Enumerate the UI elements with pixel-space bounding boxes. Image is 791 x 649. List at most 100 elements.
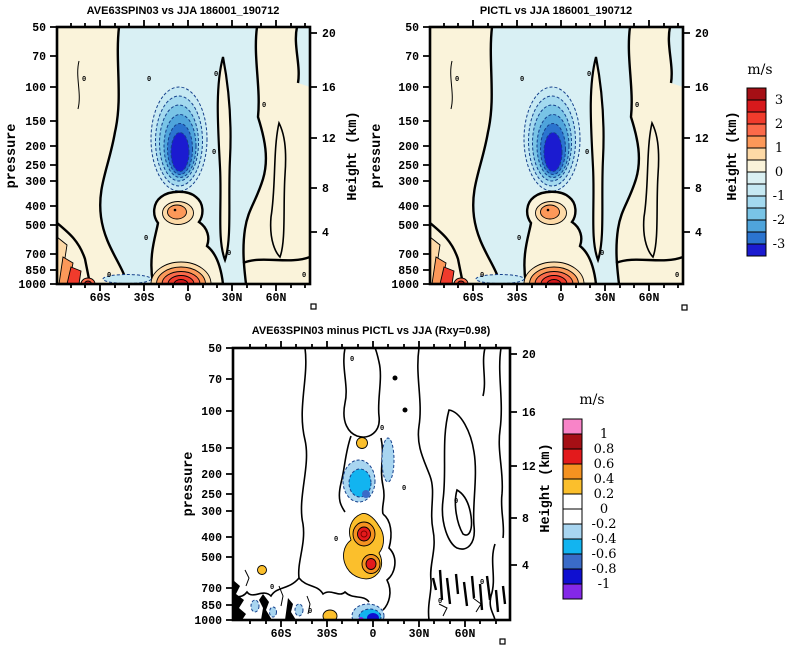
pressure-tick-label: 400 [398,201,419,214]
height-tick-label: 4 [522,560,529,573]
colorbar-swatch [562,478,583,495]
panel-top-left-title: AVE63SPIN03 vs JJA 186001_190712 [87,5,280,17]
small-positive-spot [356,437,368,449]
lat-tick-label: 30S [317,628,338,641]
surface-negative-blob [351,603,385,620]
pressure-tick-label: 700 [398,249,419,262]
pressure-tick-label: 300 [25,176,46,189]
colorbar-swatch [562,448,583,465]
colorbar-swatch [746,195,767,209]
pressure-tick-label: 1000 [18,279,46,292]
height-tick-label: 12 [695,133,709,146]
pale-negative-lens [381,437,395,483]
height-tick-label: 16 [695,82,709,95]
colorbar-bottom-label: -0.4 [591,532,616,547]
lat-tick-label: 0 [370,628,377,641]
positive-difference-complex [343,513,384,580]
negative-difference-blob [342,459,376,503]
pressure-tick-label: 500 [398,220,419,233]
pressure-tick-label: 50 [405,22,419,35]
pressure-tick-label: 400 [201,532,222,545]
pressure-tick-label: 70 [405,51,419,64]
height-tick-label: 20 [522,349,536,362]
lat-tick-label: 60N [639,292,660,305]
colorbar-swatch [562,523,583,540]
pressure-tick-label: 100 [398,82,419,95]
noisy-surface-region-left [233,569,311,620]
colorbar-swatch [746,219,767,233]
height-tick-labels: 20 16 12 8 4 [695,28,709,240]
lat-tick-label: 30S [134,292,155,305]
pressure-tick-label: 200 [201,469,222,482]
svg-text:0: 0 [438,598,442,606]
panel-bottom-title: AVE63SPIN03 minus PICTL vs JJA (Rxy=0.98… [252,325,491,337]
pressure-tick-label: 300 [398,176,419,189]
lat-tick-label: 30N [409,628,430,641]
height-tick-label: 4 [322,227,329,240]
pressure-tick-label: 1000 [194,615,222,628]
colorbar-top-label: 3 [775,93,783,108]
colorbar-swatch [746,135,767,149]
pressure-tick-label: 250 [201,489,222,502]
lat-tick-label: 0 [185,292,192,305]
colorbar-swatch [562,508,583,525]
colorbar-top-label: 0 [775,165,783,180]
pressure-tick-label: 150 [398,116,419,129]
colorbar-swatch [746,183,767,197]
colorbar-bottom-label: 0 [600,502,608,517]
pressure-tick-label: 200 [25,141,46,154]
svg-text:0: 0 [454,498,458,506]
height-tick-label: 4 [695,227,702,240]
lat-tick-labels: 60S 30S 0 30N 60N [90,292,287,305]
height-tick-label: 16 [522,407,536,420]
colorbar-swatch [746,123,767,137]
lat-tick-label: 30S [507,292,528,305]
colorbar-bottom-swatches [562,418,583,600]
colorbar-swatch [562,463,583,480]
pressure-tick-label: 700 [25,249,46,262]
pressure-tick-label: 300 [201,506,222,519]
height-tick-label: 12 [522,461,536,474]
height-axis-label: Height (km) [726,111,741,200]
lat-tick-label: 0 [558,292,565,305]
colorbar-top-labels: 3 2 1 0 -1 -2 -3 [773,93,786,252]
height-axis-label: Height (km) [346,111,361,200]
colorbar-bottom-label: 0.2 [594,487,615,502]
colorbar-bottom-label: -1 [598,577,611,592]
colorbar-bottom-units: m/s [579,392,604,408]
colorbar-top-label: 2 [775,117,783,132]
colorbar-swatch [746,207,767,221]
noisy-surface-region-right [431,569,510,617]
colorbar-swatch [746,111,767,125]
colorbar-top-label: -3 [773,237,786,252]
pressure-tick-label: 70 [208,374,222,387]
pressure-tick-label: 500 [201,552,222,565]
colorbar-swatch [746,243,767,257]
pressure-tick-label: 500 [25,220,46,233]
pressure-axis-label: pressure [370,124,385,189]
height-tick-label: 20 [322,28,336,41]
pressure-tick-label: 850 [398,265,419,278]
lat-tick-labels: 60S 30S 0 30N 60N [463,292,660,305]
pressure-tick-label: 1000 [391,279,419,292]
pressure-tick-label: 150 [25,116,46,129]
pressure-tick-label: 400 [25,201,46,214]
colorbar-swatch [562,493,583,510]
colorbar-top-label: -1 [773,189,786,204]
height-tick-labels: 20 16 12 8 4 [522,349,536,573]
pressure-tick-label: 50 [208,343,222,356]
colorbar-swatch [562,553,583,570]
lat-tick-labels: 60S 30S 0 30N 60N [271,628,476,641]
lat-tick-label: 60N [455,628,476,641]
lat-tick-label: 60N [266,292,287,305]
pressure-tick-label: 250 [398,160,419,173]
colorbar-swatch [746,171,767,185]
lat-tick-label: 60S [271,628,292,641]
colorbar-top-units: m/s [747,62,772,78]
colorbar-bottom-label: -0.8 [591,562,616,577]
pressure-tick-label: 200 [398,141,419,154]
